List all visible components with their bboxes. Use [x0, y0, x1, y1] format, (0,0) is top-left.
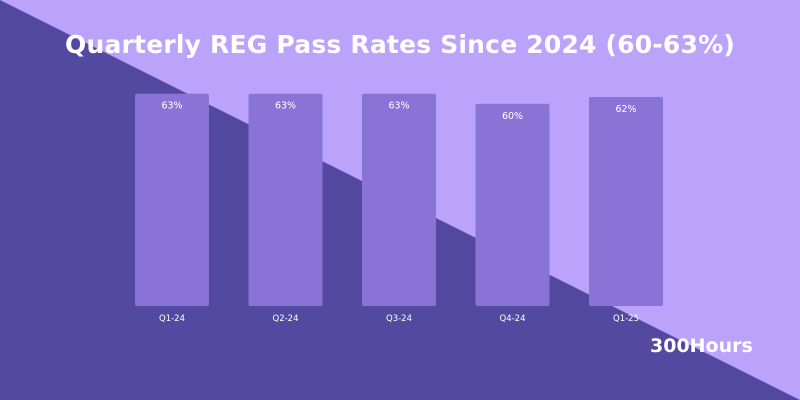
- x-tick-label: Q1-25: [613, 314, 639, 324]
- x-tick-label: Q1-24: [159, 314, 185, 324]
- data-label: 63%: [161, 101, 182, 112]
- bar-Q4-24: [475, 103, 550, 306]
- data-label: 63%: [275, 101, 296, 112]
- data-label: 63%: [388, 101, 409, 112]
- chart-title: Quarterly REG Pass Rates Since 2024 (60-…: [65, 30, 735, 59]
- bar-Q2-24: [248, 93, 323, 306]
- brand-logo: 300Hours: [650, 335, 753, 357]
- x-tick-label: Q4-24: [500, 314, 526, 324]
- bar-Q1-25: [589, 97, 663, 306]
- bar-Q1-24: [135, 93, 209, 306]
- data-label: 60%: [502, 111, 523, 122]
- x-tick-label: Q3-24: [386, 314, 412, 324]
- data-label: 62%: [615, 104, 636, 115]
- x-tick-label: Q2-24: [273, 314, 299, 324]
- bar-Q3-24: [362, 93, 436, 306]
